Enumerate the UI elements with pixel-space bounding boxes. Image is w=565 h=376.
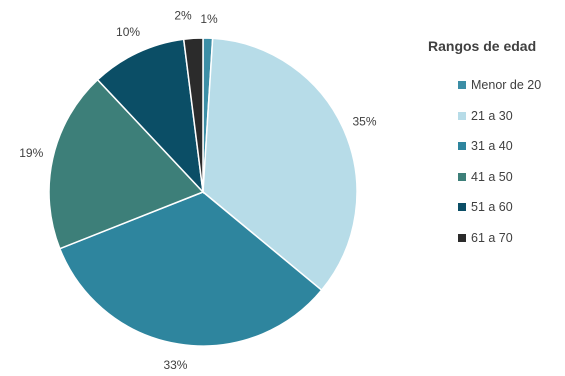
pie-slice-5 <box>96 38 205 195</box>
legend-swatch-3 <box>458 142 466 151</box>
legend-swatch-4 <box>458 172 466 181</box>
legend-items: Menor de 20 21 a 30 31 a 40 41 a 50 51 a 60 6… <box>428 70 565 253</box>
legend-label-6: 61 a 70 <box>471 230 513 245</box>
pie-slice-4 <box>48 78 205 250</box>
legend-item-4: 41 a 50 <box>428 162 565 193</box>
data-label-2: 35% <box>353 114 377 128</box>
pie-slice-3 <box>58 191 323 347</box>
data-label-1: 1% <box>200 12 218 26</box>
legend-item-2: 21 a 30 <box>428 101 565 132</box>
legend-swatch-2 <box>458 111 466 120</box>
legend-label-2: 21 a 30 <box>471 108 513 123</box>
data-label-5: 10% <box>116 25 140 39</box>
legend-item-5: 51 a 60 <box>428 192 565 223</box>
legend: Rangos de edad Menor de 20 21 a 30 31 a 40… <box>428 38 565 253</box>
legend-label-5: 51 a 60 <box>471 200 513 215</box>
data-label-3: 33% <box>163 358 187 372</box>
legend-label-1: Menor de 20 <box>471 78 542 93</box>
legend-title: Rangos de edad <box>428 38 537 54</box>
pie-slice-2 <box>202 37 358 292</box>
legend-item-6: 61 a 70 <box>428 223 565 254</box>
legend-swatch-1 <box>458 81 466 90</box>
pie-slice-6 <box>182 37 204 193</box>
data-label-6: 2% <box>174 9 192 23</box>
legend-item-3: 31 a 40 <box>428 131 565 162</box>
legend-swatch-6 <box>458 233 466 242</box>
legend-swatch-5 <box>458 203 466 212</box>
legend-item-1: Menor de 20 <box>428 70 565 101</box>
legend-label-4: 41 a 50 <box>471 169 513 184</box>
data-label-4: 19% <box>19 146 43 160</box>
legend-label-3: 31 a 40 <box>471 139 513 154</box>
